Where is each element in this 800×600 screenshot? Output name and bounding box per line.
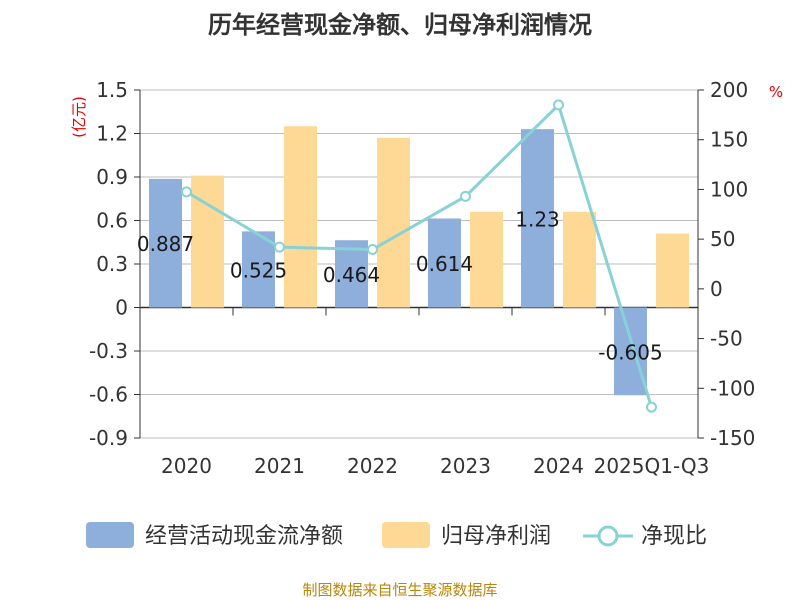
left-tick-label: 0.6 [96, 209, 128, 233]
legend-label-cash-flow: 经营活动现金流净额 [145, 524, 343, 549]
cash-flow-bar [149, 178, 182, 308]
ratio-point [181, 186, 192, 198]
x-tick-label: 2021 [254, 454, 305, 478]
ratio-point [460, 190, 471, 202]
cash-flow-data-label: 0.887 [137, 232, 194, 256]
cash-flow-data-label: 0.525 [230, 258, 287, 282]
x-tick-label: 2020 [161, 454, 212, 478]
cash-flow-bar [428, 218, 461, 308]
cash-flow-bar [335, 240, 368, 308]
plot-area: 1.5 1.2 0.9 0.6 0.3 0 -0.3 -0.6 -0.9 200 150 100 50 0… [89, 78, 755, 478]
x-tick-label: 2025Q1-Q3 [594, 454, 710, 478]
x-tick-label: 2022 [347, 454, 398, 478]
ratio-point [367, 243, 378, 255]
right-tick-label: 100 [710, 177, 748, 201]
x-tick-label: 2023 [440, 454, 491, 478]
x-tick-label: 2024 [533, 454, 584, 478]
legend-label-net-profit: 归母净利润 [441, 524, 551, 549]
left-axis-unit: (亿元) [70, 96, 88, 138]
net-profit-bar [563, 211, 596, 308]
ratio-line [185, 102, 653, 408]
left-tick-label: -0.3 [89, 339, 128, 363]
right-tick-label: 50 [710, 227, 735, 251]
right-tick-label: -100 [710, 376, 755, 400]
net-profit-bar [470, 211, 503, 308]
right-tick-label: 0 [710, 277, 723, 301]
ratio-point [553, 99, 564, 111]
left-tick-label: 0.3 [96, 252, 128, 276]
net-profit-bar [656, 233, 689, 308]
cash-flow-data-label: 1.23 [515, 207, 560, 231]
ratio-point [646, 401, 657, 413]
left-tick-label: 0.9 [96, 165, 128, 189]
ratio-point [274, 241, 285, 253]
legend: 经营活动现金流净额 归母净利润 净现比 [86, 522, 707, 549]
left-tick-label: 0 [115, 296, 128, 320]
left-tick-label: 1.5 [96, 78, 128, 102]
net-profit-bar [191, 175, 224, 308]
net-profit-bar [377, 137, 410, 308]
cash-flow-data-label: 0.614 [416, 252, 473, 276]
left-tick-label: -0.6 [89, 383, 128, 407]
right-tick-label: 200 [710, 78, 748, 102]
cash-flow-data-label: -0.605 [598, 340, 662, 364]
legend-swatch-net-profit [382, 522, 430, 548]
right-tick-label: -50 [710, 327, 743, 351]
chart-title: 历年经营现金净额、归母净利润情况 [208, 11, 592, 39]
legend-swatch-cash-flow [86, 522, 134, 548]
left-tick-label: -0.9 [89, 426, 128, 450]
source-note: 制图数据来自恒生聚源数据库 [302, 581, 497, 599]
right-axis-unit: % [769, 83, 783, 101]
cash-flow-data-label: 0.464 [323, 263, 380, 287]
legend-label-ratio: 净现比 [641, 524, 707, 549]
legend-marker-ratio [597, 525, 619, 547]
left-tick-label: 1.2 [96, 122, 128, 146]
right-tick-label: -150 [710, 426, 755, 450]
net-profit-bar [284, 126, 317, 308]
cash-flow-bar [614, 307, 647, 396]
cash-flow-bar [242, 231, 275, 308]
cash-flow-bar [521, 129, 554, 308]
right-tick-label: 150 [710, 128, 748, 152]
